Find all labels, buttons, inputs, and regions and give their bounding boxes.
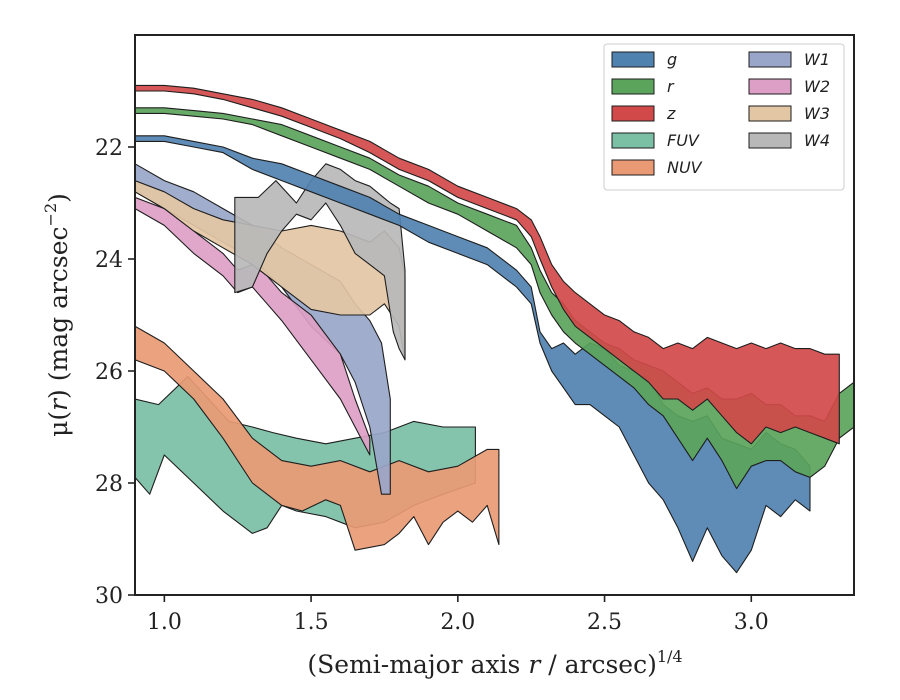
legend-label-g: g: [667, 50, 677, 69]
y-tick-label: 22: [95, 136, 123, 161]
series-band-z: [135, 84, 840, 445]
x-tick-label: 3.0: [734, 610, 769, 635]
legend-swatch-g: [611, 51, 655, 68]
series-band-g: [135, 135, 811, 574]
y-tick-label: 28: [95, 472, 123, 497]
x-tick-label: 1.0: [147, 610, 182, 635]
legend-label-r: r: [667, 77, 675, 96]
legend-label-w4: W4: [804, 131, 830, 150]
legend-label-fuv: FUV: [667, 131, 700, 150]
legend-swatch-r: [611, 78, 655, 95]
y-tick-label: 24: [95, 248, 123, 273]
legend-swatch-w2: [748, 78, 792, 95]
legend: grz FUV NUV W1 W2 W3 W4: [603, 43, 845, 191]
y-tick-label: 30: [95, 584, 123, 609]
legend-swatch-w3: [748, 105, 792, 122]
legend-label-w3: W3: [804, 104, 830, 123]
y-tick-label: 26: [95, 360, 123, 385]
x-tick-label: 2.5: [587, 610, 622, 635]
legend-label-z: z: [666, 104, 676, 123]
legend-label-nuv: NUV: [667, 158, 703, 177]
legend-swatch-fuv: [611, 132, 655, 149]
x-tick-label: 2.0: [440, 610, 475, 635]
series-layer: [135, 84, 854, 574]
legend-swatch-w4: [748, 132, 792, 149]
legend-label-w2: W2: [804, 77, 830, 96]
x-axis-label: (Semi-major axis r / arcsec)1/4: [307, 647, 682, 679]
legend-label-w1: W1: [804, 50, 830, 69]
series-band-w4: [234, 163, 406, 361]
series-band-nuv: [135, 325, 500, 551]
legend-swatch-w1: [748, 51, 792, 68]
y-axis-label: μ(r) (mag arcsec−2): [41, 193, 73, 437]
x-tick-label: 1.5: [294, 610, 329, 635]
legend-swatch-z: [611, 105, 655, 122]
legend-swatch-nuv: [611, 159, 655, 176]
plot-frame: [134, 34, 855, 596]
ticks-layer: 1.0 1.5 2.0 2.5 3.0 22 24 26 28 30: [95, 136, 769, 635]
